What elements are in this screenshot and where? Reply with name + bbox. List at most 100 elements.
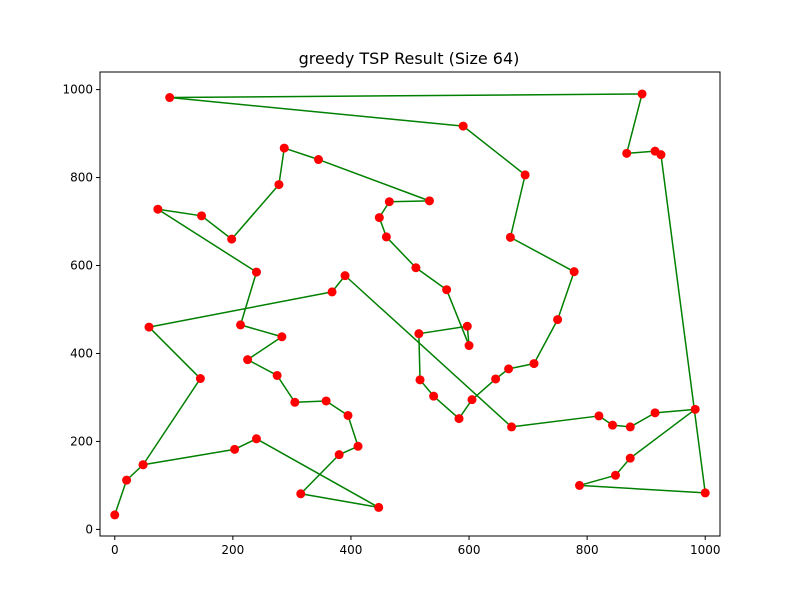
route-segment [142, 378, 202, 466]
city-point [467, 395, 477, 405]
route-segment [300, 493, 379, 509]
route-segment [240, 324, 283, 338]
city-point [569, 267, 579, 277]
city-point [424, 196, 434, 206]
city-point [464, 341, 474, 351]
route-segment [462, 125, 526, 176]
city-point [411, 263, 421, 273]
city-point [313, 155, 323, 165]
city-point [462, 321, 472, 331]
city-point [279, 143, 289, 153]
city-point [165, 93, 175, 103]
city-point [650, 408, 660, 418]
y-tick-label: 200 [70, 434, 93, 448]
x-tick-label: 200 [221, 543, 244, 557]
city-point [340, 271, 350, 281]
route-segment [556, 271, 575, 320]
city-point [110, 510, 120, 520]
city-point [153, 204, 163, 214]
city-point [594, 411, 604, 421]
city-point [374, 502, 384, 512]
route-segment [283, 147, 319, 161]
city-point [608, 420, 618, 430]
x-tick-label: 0 [111, 543, 119, 557]
city-point [505, 232, 515, 242]
route-segment [169, 96, 464, 127]
city-point [236, 320, 246, 330]
y-tick-label: 600 [70, 259, 93, 273]
city-point [144, 322, 154, 332]
city-point [553, 315, 563, 325]
route-segment [509, 174, 526, 238]
y-axis: 0 200 400 600 800 1000 [62, 83, 100, 536]
city-point [529, 359, 539, 369]
x-tick-label: 400 [339, 543, 362, 557]
route-segment [415, 267, 448, 291]
city-point [625, 453, 635, 463]
route-segment [278, 147, 285, 185]
x-axis: 0 200 400 600 800 1000 [111, 536, 721, 557]
x-tick-label: 1000 [690, 543, 721, 557]
route-segment [247, 358, 278, 377]
route-segment [114, 479, 128, 516]
city-point [343, 410, 353, 420]
city-point [230, 444, 240, 454]
city-point [700, 488, 710, 498]
y-tick-label: 1000 [62, 83, 93, 97]
route-segment [626, 150, 656, 155]
route-segment [418, 325, 468, 335]
city-point [321, 396, 331, 406]
route-segment [654, 408, 696, 414]
city-point [414, 329, 424, 339]
route-segment [347, 415, 359, 447]
city-point [274, 180, 284, 190]
city-point [334, 450, 344, 460]
city-point [650, 146, 660, 156]
route-segment [385, 236, 417, 269]
route-segment [157, 208, 257, 273]
city-point [520, 170, 530, 180]
route-segment [148, 291, 333, 328]
route-segment [533, 319, 559, 364]
city-point [625, 422, 635, 432]
city-point [381, 232, 391, 242]
route-segment [256, 438, 380, 509]
route-segment [201, 215, 233, 240]
city-point [458, 121, 468, 131]
route-segment [148, 326, 201, 380]
route-segment [433, 395, 460, 420]
city-point [353, 441, 363, 451]
plot-area [99, 71, 721, 537]
y-tick-label: 800 [70, 171, 93, 185]
city-point [384, 197, 394, 207]
route-segment [629, 408, 696, 459]
city-point [574, 480, 584, 490]
route-segment [510, 236, 575, 273]
route-segment [169, 93, 643, 99]
route-segment [445, 289, 470, 346]
route-segment [157, 208, 202, 217]
route-segment [318, 158, 430, 202]
city-point [610, 470, 620, 480]
city-point [690, 404, 700, 414]
city-point [429, 391, 439, 401]
chart-title: greedy TSP Result (Size 64) [299, 49, 520, 68]
city-point [374, 213, 384, 223]
city-point [272, 370, 282, 380]
y-tick-label: 400 [70, 346, 93, 360]
route-segment [344, 275, 513, 428]
city-point [277, 332, 287, 342]
city-point [122, 475, 132, 485]
city-point [290, 397, 300, 407]
city-point [195, 374, 205, 384]
city-point [491, 374, 501, 384]
city-point [243, 355, 253, 365]
city-point [442, 285, 452, 295]
city-point [197, 211, 207, 221]
route-segment [142, 448, 235, 466]
route-segment [625, 93, 643, 154]
city-point [251, 267, 261, 277]
route-segment [418, 333, 421, 380]
city-point [637, 89, 647, 99]
